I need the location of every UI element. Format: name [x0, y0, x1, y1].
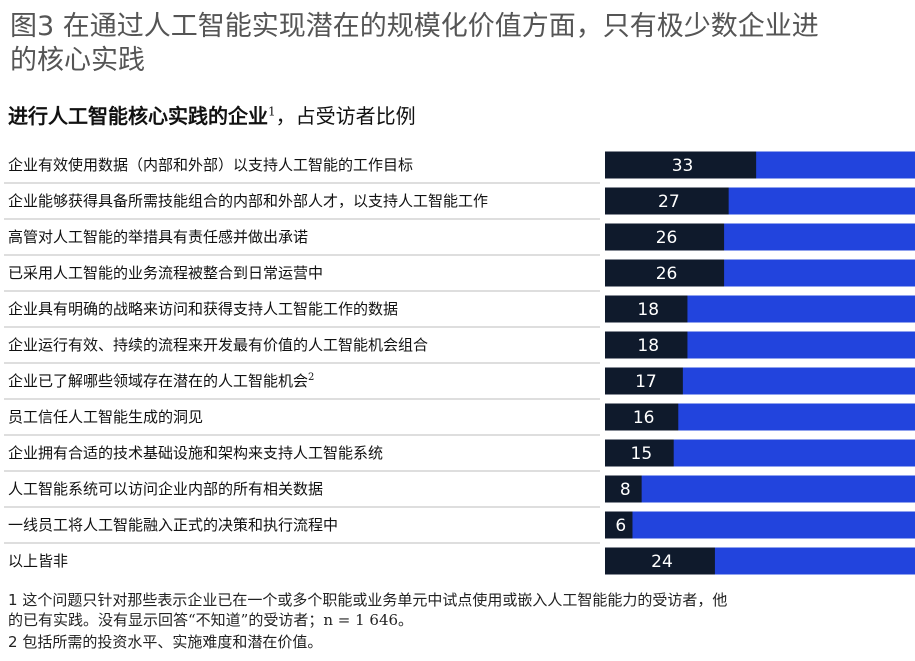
bar-value-label: 24: [651, 552, 673, 572]
bar-chart: 33 企业有效使用数据（内部和外部）以支持人工智能的工作目标 27 企业能够获得具备所…: [4, 151, 915, 575]
bar-value: [605, 259, 725, 287]
category-label: 企业已了解哪些领域存在潜在的人工智能机会2: [8, 372, 314, 390]
bar-value-label: 18: [637, 300, 659, 320]
category-label: 以上皆非: [8, 552, 68, 570]
category-label: 企业能够获得具备所需技能组合的内部和外部人才，以支持人工智能工作: [8, 192, 488, 210]
footnote-1: 1 这个问题只针对那些表示企业已在一个或多个职能或业务单元中试点使用或嵌入人工智…: [8, 590, 913, 630]
footnote-2-number: 2: [8, 633, 18, 651]
footnote-1-line-1: 这个问题只针对那些表示企业已在一个或多个职能或业务单元中试点使用或嵌入人工智能能…: [22, 591, 728, 609]
bar-value-label: 18: [637, 336, 659, 356]
category-footnote-ref: 2: [308, 372, 314, 383]
bar-value: [605, 295, 688, 323]
bar-value: [605, 547, 715, 575]
bar-value-label: 27: [658, 192, 680, 212]
category-label: 员工信任人工智能生成的洞见: [8, 408, 203, 426]
bar-remainder: [605, 511, 915, 539]
footnote-1-line-2: 的已有实践。没有显示回答“不知道”的受访者；n = 1 646。: [8, 611, 414, 629]
bar-value: [605, 439, 674, 467]
bar-value: [605, 223, 725, 251]
bar-remainder: [605, 475, 915, 503]
subtitle-main: 进行人工智能核心实践的企业: [8, 104, 268, 128]
category-label: 企业运行有效、持续的流程来开发最有价值的人工智能机会组合: [8, 336, 428, 354]
bar-value-label: 6: [615, 516, 626, 536]
category-label: 一线员工将人工智能融入正式的决策和执行流程中: [8, 516, 338, 534]
bar-value: [605, 187, 729, 215]
category-label: 企业具有明确的战略来访问和获得支持人工智能工作的数据: [8, 300, 398, 318]
chart-subtitle: 进行人工智能核心实践的企业1，占受访者比例: [8, 100, 416, 129]
footnote-2-text: 包括所需的投资水平、实施难度和潜在价值。: [22, 633, 323, 651]
subtitle-rest: ，占受访者比例: [275, 104, 416, 128]
category-label: 企业拥有合适的技术基础设施和架构来支持人工智能系统: [8, 444, 383, 462]
category-label: 人工智能系统可以访问企业内部的所有相关数据: [8, 480, 323, 498]
title-line-2: 的核心实践: [10, 45, 145, 76]
bar-value-label: 26: [656, 228, 678, 248]
bar-value: [605, 403, 679, 431]
subtitle-footnote-ref: 1: [268, 104, 276, 119]
category-label: 已采用人工智能的业务流程被整合到日常运营中: [8, 264, 323, 282]
bar-value-label: 33: [672, 156, 694, 176]
bar-value: [605, 367, 683, 395]
bar-value-label: 17: [635, 372, 657, 392]
category-label: 高管对人工智能的举措具有责任感并做出承诺: [8, 228, 308, 246]
footnote-2: 2 包括所需的投资水平、实施难度和潜在价值。: [8, 632, 913, 652]
bar-value-label: 26: [656, 264, 678, 284]
bar-value: [605, 511, 633, 539]
bar-value: [605, 151, 757, 179]
page-title: 图3 在通过人工智能实现潜在的规模化价值方面，只有极少数企业进 的核心实践: [10, 10, 910, 78]
bar-value-label: 15: [631, 444, 653, 464]
title-line-1: 图3 在通过人工智能实现潜在的规模化价值方面，只有极少数企业进: [10, 11, 819, 42]
bar-value: [605, 475, 642, 503]
bar-value-label: 16: [633, 408, 655, 428]
category-label: 企业有效使用数据（内部和外部）以支持人工智能的工作目标: [8, 156, 413, 174]
footnote-1-number: 1: [8, 591, 18, 609]
bar-value: [605, 331, 688, 359]
bar-value-label: 8: [620, 480, 631, 500]
